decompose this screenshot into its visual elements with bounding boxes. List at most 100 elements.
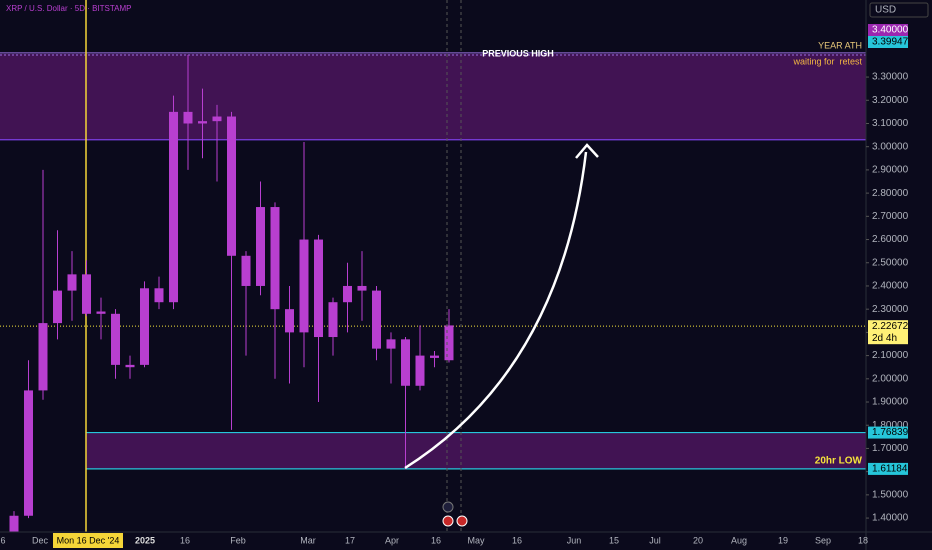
crosshair-label-box [53,533,123,548]
x-tick-label: 2025 [135,535,155,545]
candle-body [386,339,396,349]
x-tick-label: Apr [385,535,399,545]
candle-body [299,239,309,333]
event-icon[interactable] [456,515,468,527]
price-axis [866,0,932,550]
candle-body [125,364,135,368]
x-tick-label: 15 [609,535,619,545]
price-label: 1.61184 [872,464,908,475]
currency-box[interactable] [869,2,929,18]
candle-body [198,121,207,124]
y-tick-label: 3.30000 [872,72,909,83]
y-tick-label: 3.20000 [872,95,909,106]
y-tick-label: 1.70000 [872,443,909,454]
crosshair-label: Mon 16 Dec '24 [57,535,120,545]
plot: PREVIOUS HIGH YEAR ATH waiting for retest 2… [9,40,863,532]
candle-body [24,390,33,516]
y-tick-label: 2.40000 [872,281,909,292]
candle-body [328,302,338,338]
candle-body [357,285,367,291]
y-tick-label: 2.00000 [872,373,909,384]
x-tick-label: 16 [512,535,522,545]
support-zone [86,432,866,469]
zones [0,0,866,532]
candle-body [372,290,381,349]
arrow [404,151,588,470]
x-tick-label: 6 [0,535,5,545]
price-label: 2.22672 [872,321,909,332]
candle-body [444,325,454,361]
candle-body [140,288,149,365]
candle-body [401,339,410,386]
candle-body [183,111,193,124]
x-tick-label: 17 [345,535,355,545]
y-tick-label: 3.10000 [872,118,909,129]
y-tick-label: 2.50000 [872,257,909,268]
y-tick-label: 1.90000 [872,397,909,408]
x-tick-label: Aug [731,535,747,545]
candle-body [256,207,265,286]
y-tick-label: 2.10000 [872,350,909,361]
y-tick-label: 3.00000 [872,141,909,152]
x-tick-label: 18 [858,535,868,545]
x-tick-label: 19 [778,535,788,545]
candle-body [169,111,178,303]
x-tick-label: 16 [431,535,441,545]
axis-labels: 1.400001.500001.600001.700001.800001.900… [0,24,909,548]
candle-body [38,323,48,391]
price-label-box [868,462,908,475]
y-tick-label: 1.40000 [872,513,909,524]
annotation: YEAR ATH [818,40,862,50]
x-tick-label: Mar [300,535,316,545]
y-tick-label: 2.80000 [872,188,909,199]
x-tick-label: 20 [693,535,703,545]
x-tick-label: Jun [567,535,582,545]
event-icon[interactable] [442,501,454,513]
y-tick-label: 1.50000 [872,490,909,501]
currency: USD [875,5,896,16]
price-label-box [868,24,908,36]
price-label: 3.39947 [872,37,909,48]
candle-body [9,515,19,532]
x-tick-label: 16 [180,535,190,545]
y-tick-label: 2.60000 [872,234,909,245]
arrow-head [575,143,599,159]
candle-body [212,116,222,122]
event-icon[interactable] [442,515,454,527]
candle-body [241,255,251,286]
price-label: 3.40000 [872,25,909,36]
chart-title: XRP / U.S. Dollar · 5D · BITSTAMP [6,4,132,13]
candle-body [285,309,294,333]
annotation: 20hr LOW [815,456,863,467]
resistance-zone [0,53,866,140]
candle-body [67,274,77,291]
candle-body [314,239,323,338]
candle-body [53,290,62,324]
candle-body [96,311,106,314]
x-tick-label: Feb [230,535,246,545]
candle-body [227,116,236,256]
candle-body [415,355,425,386]
x-tick-label: Sep [815,535,831,545]
y-tick-label: 2.90000 [872,165,909,176]
price-label: 1.76839 [872,427,909,438]
countdown: 2d 4h [872,333,897,344]
y-tick-label: 2.30000 [872,304,909,315]
annotation: PREVIOUS HIGH [482,48,554,58]
price-label-box [868,36,908,48]
x-tick-label: Jul [649,535,661,545]
price-label-box [868,320,908,345]
price-label-box [868,426,908,439]
candle-body [154,288,164,303]
candle-body [82,274,91,314]
y-tick-label: 2.70000 [872,211,909,222]
annotation: waiting for retest [792,56,862,66]
candle-body [430,355,439,358]
candle-body [270,207,280,310]
candle-body [343,285,352,303]
x-tick-label: May [467,535,485,545]
candle-body [111,313,120,365]
